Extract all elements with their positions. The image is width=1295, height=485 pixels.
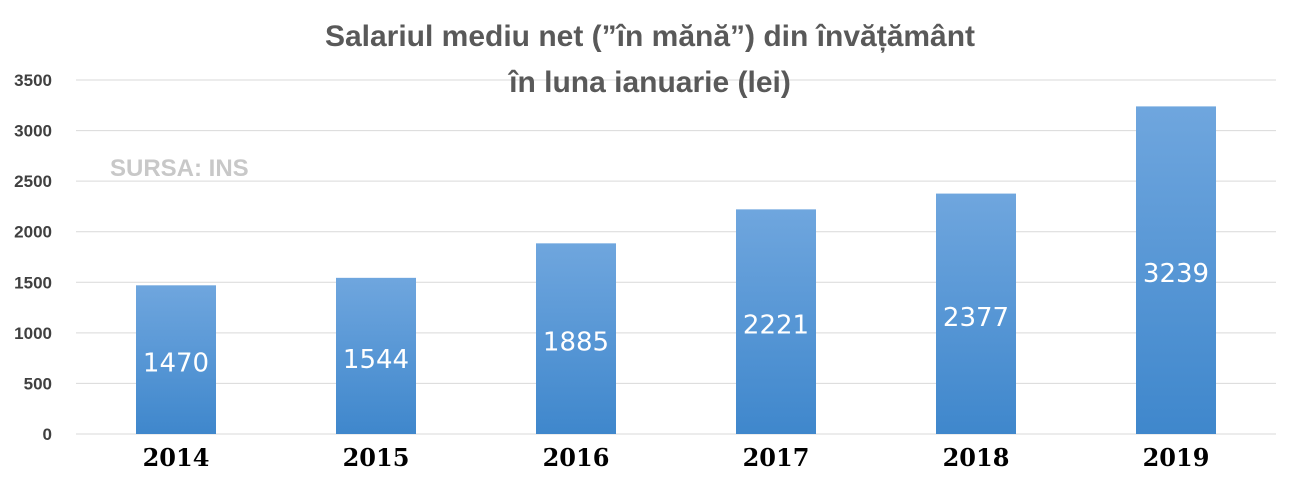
data-label-2016: 1885 — [543, 328, 609, 358]
x-tick-label-2015: 2015 — [343, 443, 410, 472]
y-tick-label: 500 — [24, 374, 52, 393]
y-tick-label: 3000 — [14, 122, 52, 141]
bar-2016 — [536, 243, 616, 434]
chart-title-line-2: în luna ianuarie (lei) — [507, 66, 791, 99]
source-note: SURSA: INS — [110, 155, 249, 182]
bar-2017 — [736, 209, 816, 434]
y-tick-label: 3500 — [14, 71, 52, 90]
x-tick-label-2016: 2016 — [543, 443, 610, 472]
chart-title-line-1: Salariul mediu net (”în mănă”) din învăț… — [325, 20, 975, 53]
y-tick-label: 1500 — [14, 273, 52, 292]
bars — [136, 106, 1216, 434]
x-axis-ticks: 2014 2015 2016 2017 2018 2019 — [143, 443, 1210, 472]
bar-2019 — [1136, 106, 1216, 434]
gridlines — [76, 79, 1276, 435]
y-tick-label: 1000 — [14, 324, 52, 343]
x-tick-label-2019: 2019 — [1143, 443, 1210, 472]
x-tick-label-2018: 2018 — [943, 443, 1010, 472]
bar-2018 — [936, 193, 1016, 434]
data-label-2019: 3239 — [1143, 259, 1209, 289]
data-label-2018: 2377 — [943, 303, 1009, 333]
data-label-2017: 2221 — [743, 311, 809, 341]
data-labels: 1470 1544 1885 2221 2377 3239 — [143, 259, 1209, 378]
bar-2015 — [336, 277, 416, 434]
x-tick-label-2014: 2014 — [143, 443, 210, 472]
data-label-2015: 1544 — [343, 345, 409, 375]
y-tick-label: 2500 — [14, 172, 52, 191]
y-tick-label: 0 — [43, 425, 52, 444]
y-tick-label: 2000 — [14, 223, 52, 242]
bar-2014 — [136, 285, 216, 434]
data-label-2014: 1470 — [143, 349, 209, 379]
y-axis-ticks: 0 500 1000 1500 2000 2500 3000 3500 — [14, 71, 52, 444]
x-tick-label-2017: 2017 — [743, 443, 810, 472]
